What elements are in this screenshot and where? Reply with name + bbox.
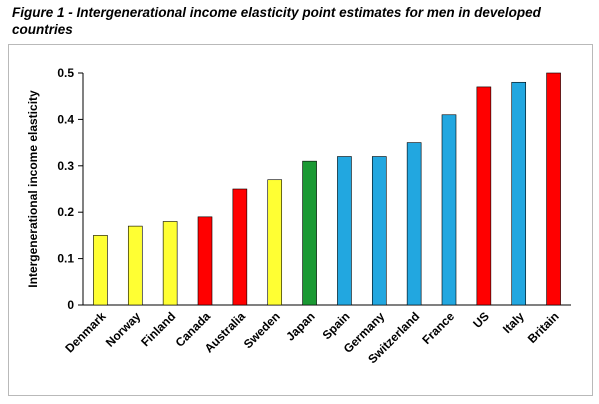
bar-japan xyxy=(302,160,317,306)
bar-britain xyxy=(546,72,561,306)
bar-norway xyxy=(127,225,143,306)
y-tick-label: 0.5 xyxy=(57,66,74,80)
bar-italy xyxy=(511,81,527,306)
x-category-label: Spain xyxy=(320,309,353,342)
bar-spain xyxy=(337,156,352,306)
y-tick-label: 0.3 xyxy=(57,159,74,173)
bar-germany xyxy=(371,156,387,306)
x-category-label: Japan xyxy=(283,309,317,343)
bar-us xyxy=(476,86,492,306)
x-category-label: Italy xyxy=(500,309,527,336)
bar-denmark xyxy=(93,235,108,306)
category-labels: DenmarkNorwayFinlandCanadaAustraliaSwede… xyxy=(62,309,561,366)
x-category-label: Finland xyxy=(138,309,178,349)
bar-finland xyxy=(162,221,178,306)
bar-canada xyxy=(197,216,213,306)
bar-sweden xyxy=(267,179,283,306)
y-tick-label: 0.2 xyxy=(57,205,74,219)
bar-france xyxy=(441,114,457,306)
chart-frame xyxy=(8,44,593,396)
y-tick-label: 0 xyxy=(67,298,74,312)
bars xyxy=(93,72,561,306)
x-category-label: France xyxy=(419,309,457,347)
x-category-label: Britain xyxy=(525,309,562,346)
bar-australia xyxy=(232,188,248,306)
y-tick-label: 0.4 xyxy=(57,112,74,126)
y-ticks: 0 0.1 0.2 0.3 0.4 0.5 xyxy=(57,66,83,312)
x-category-label: Denmark xyxy=(62,309,108,355)
axes xyxy=(82,73,571,306)
y-axis-title: Intergenerational income elasticity xyxy=(26,90,40,288)
x-category-label: Norway xyxy=(103,309,144,350)
y-tick-label: 0.1 xyxy=(57,252,74,266)
x-category-label: US xyxy=(470,309,492,331)
figure-title: Figure 1 - Intergenerational income elas… xyxy=(12,5,541,37)
bar-switzerland xyxy=(406,142,422,306)
x-category-label: Sweden xyxy=(241,309,283,351)
